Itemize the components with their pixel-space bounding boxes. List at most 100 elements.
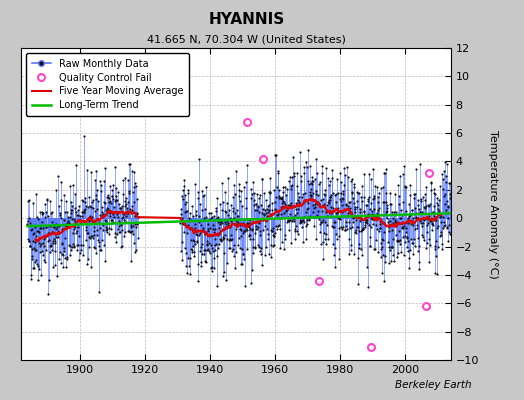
Point xyxy=(101,217,109,223)
Point xyxy=(198,251,206,258)
Point xyxy=(314,199,322,206)
Point xyxy=(300,213,309,220)
Point xyxy=(427,179,435,186)
Point xyxy=(84,256,92,262)
Point xyxy=(371,213,379,220)
Point xyxy=(341,172,349,179)
Point xyxy=(297,172,305,179)
Point xyxy=(321,209,330,215)
Point xyxy=(375,224,384,231)
Point xyxy=(421,184,430,190)
Point xyxy=(117,243,126,250)
Point xyxy=(250,190,258,196)
Point xyxy=(76,213,84,219)
Point xyxy=(390,222,398,229)
Point xyxy=(242,195,250,202)
Point xyxy=(326,193,334,200)
Point xyxy=(374,194,382,200)
Point xyxy=(442,225,451,232)
Point xyxy=(383,204,391,211)
Point xyxy=(283,218,292,224)
Point xyxy=(442,172,450,179)
Point xyxy=(281,236,289,243)
Point xyxy=(396,215,404,222)
Point xyxy=(290,170,298,176)
Point xyxy=(293,183,301,190)
Point xyxy=(438,240,446,247)
Point xyxy=(321,236,329,242)
Point xyxy=(24,236,32,242)
Point xyxy=(54,230,63,236)
Point xyxy=(273,184,281,190)
Point xyxy=(220,269,228,275)
Point xyxy=(74,242,83,248)
Point xyxy=(373,226,381,232)
Point xyxy=(93,232,101,238)
Point xyxy=(327,192,335,198)
Point xyxy=(281,183,290,190)
Point xyxy=(238,260,246,267)
Point xyxy=(372,222,380,228)
Point xyxy=(255,195,264,201)
Point xyxy=(281,232,289,238)
Point xyxy=(227,248,236,254)
Point xyxy=(399,199,407,206)
Point xyxy=(369,215,377,222)
Point xyxy=(211,242,219,248)
Point xyxy=(124,199,132,205)
Point xyxy=(303,200,312,206)
Point xyxy=(422,239,431,246)
Point xyxy=(261,252,269,259)
Point xyxy=(426,242,434,248)
Point xyxy=(398,225,406,232)
Point xyxy=(361,219,369,226)
Point xyxy=(258,262,266,268)
Point xyxy=(299,239,308,246)
Point xyxy=(26,243,34,250)
Point xyxy=(364,284,373,290)
Point xyxy=(46,198,54,204)
Point xyxy=(260,216,269,222)
Point xyxy=(249,236,257,242)
Point xyxy=(243,162,252,169)
Point xyxy=(421,204,429,211)
Point xyxy=(33,260,41,267)
Point xyxy=(25,215,34,222)
Point xyxy=(39,225,47,231)
Point xyxy=(260,211,268,218)
Point xyxy=(391,231,400,238)
Point xyxy=(213,215,221,222)
Point xyxy=(34,277,42,284)
Point xyxy=(232,168,241,175)
Point xyxy=(243,246,251,252)
Point xyxy=(306,191,314,198)
Point xyxy=(194,189,203,195)
Point xyxy=(297,219,305,226)
Point xyxy=(214,241,223,247)
Point xyxy=(365,171,373,178)
Point xyxy=(425,259,433,265)
Point xyxy=(418,209,427,216)
Point xyxy=(314,216,323,222)
Point xyxy=(305,181,313,187)
Point xyxy=(433,194,441,201)
Point xyxy=(356,215,365,221)
Point xyxy=(255,244,263,251)
Point xyxy=(310,214,319,220)
Point xyxy=(414,206,423,212)
Point xyxy=(120,217,128,223)
Point xyxy=(217,218,225,224)
Point xyxy=(345,250,354,257)
Point xyxy=(383,202,391,209)
Point xyxy=(258,217,267,223)
Point xyxy=(300,198,309,204)
Point xyxy=(367,208,376,214)
Point xyxy=(431,243,440,249)
Point xyxy=(428,220,436,226)
Point xyxy=(405,201,413,207)
Point xyxy=(407,236,415,242)
Point xyxy=(113,209,122,216)
Point xyxy=(237,232,246,239)
Point xyxy=(217,220,226,227)
Point xyxy=(116,222,125,228)
